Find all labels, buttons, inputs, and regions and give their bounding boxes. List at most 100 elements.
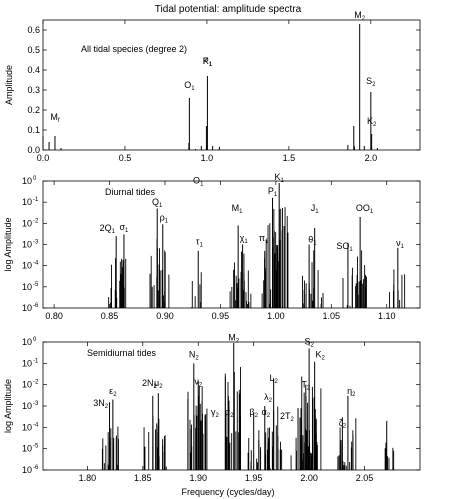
- y-tick-label: 10: [22, 261, 32, 271]
- x-tick-label: 1.80: [79, 473, 97, 483]
- constituent-subscript: 2: [307, 385, 311, 391]
- constituent-label: M1: [232, 203, 244, 215]
- constituent-label: π1: [259, 233, 269, 245]
- constituent-subscript: 1: [274, 192, 278, 198]
- constituent-subscript: 2: [230, 413, 234, 419]
- constituent-label: ν1: [396, 238, 405, 250]
- constituent-symbol: S: [304, 337, 310, 347]
- constituent-label: λ2: [264, 392, 273, 404]
- panels: 0.0 0.1 0.2 0.3 0.4 0.5 0.6 0.0 0.5 1.0 1.5 2.0 Ampl…: [3, 10, 421, 483]
- x-tick-label: 0.5: [119, 153, 132, 163]
- constituent-symbol: K: [316, 350, 322, 360]
- constituent-symbol: K: [203, 56, 209, 66]
- constituent-symbol: 2Q: [100, 223, 112, 233]
- y-tick-exponent: -2: [33, 380, 39, 386]
- constituent-label: ν2: [194, 377, 203, 389]
- constituent-label: O1: [184, 80, 195, 92]
- constituent-symbol: P: [268, 186, 274, 196]
- constituent-subscript: 2: [373, 122, 377, 128]
- y-tick-label: 0.1: [27, 125, 40, 135]
- y-tick-exponent: -3: [33, 401, 39, 407]
- constituent-symbol: O: [184, 80, 191, 90]
- constituent-subscript: 2: [113, 392, 117, 398]
- x-tick-label: 2.0: [365, 153, 378, 163]
- y-tick-exponent: 0: [33, 176, 37, 182]
- constituent-label: K1: [203, 56, 213, 68]
- constituent-symbol: Q: [152, 197, 159, 207]
- constituent-subscript: 2: [352, 392, 356, 398]
- constituent-symbol: M: [50, 112, 58, 122]
- panel-annotation: All tidal species (degree 2): [81, 44, 187, 54]
- x-tick-label: 0.0: [37, 153, 50, 163]
- x-tick-label: 1.0: [201, 153, 214, 163]
- x-axis-label: Frequency (cycles/day): [181, 487, 274, 497]
- constituent-symbol: S: [366, 76, 372, 86]
- constituent-label: ε2: [109, 386, 117, 398]
- y-tick-exponent: 0: [33, 337, 37, 343]
- constituent-symbol: N: [189, 350, 196, 360]
- y-axis-label: log Amplitude: [3, 379, 13, 433]
- constituent-subscript: 2: [195, 356, 199, 362]
- x-tick-label: 2.00: [300, 473, 318, 483]
- constituent-subscript: 2: [343, 423, 347, 429]
- constituent-symbol: K: [274, 172, 280, 182]
- constituent-label: K1: [274, 172, 284, 184]
- constituent-subscript: 1: [244, 239, 248, 245]
- constituent-subscript: 1: [401, 244, 405, 250]
- constituent-symbol: α: [225, 407, 230, 417]
- y-tick-label: 10: [22, 197, 32, 207]
- y-tick-label: 10: [22, 401, 32, 411]
- y-tick-label: 10: [22, 176, 32, 186]
- y-tick-exponent: -5: [33, 282, 39, 288]
- constituent-subscript: 1: [315, 209, 319, 215]
- constituent-label: T2: [301, 379, 311, 391]
- constituent-symbol: σ: [119, 222, 125, 232]
- constituent-label: σ1: [119, 222, 129, 234]
- y-tick-label: 0.5: [27, 45, 40, 55]
- constituent-symbol: 2N: [142, 378, 154, 388]
- constituent-subscript: 2: [310, 343, 314, 349]
- constituent-label: P1: [203, 56, 213, 68]
- constituent-subscript: 1: [349, 247, 353, 253]
- constituent-symbol: ζ: [339, 417, 343, 427]
- constituent-label: 2Q1: [100, 223, 116, 235]
- constituent-symbol: ν: [194, 377, 199, 387]
- constituent-label: α2: [225, 407, 234, 419]
- constituent-subscript: 2: [105, 404, 109, 410]
- constituent-symbol: OO: [356, 203, 370, 213]
- constituent-symbol: μ: [154, 378, 159, 388]
- x-tick-label: 1.90: [189, 473, 207, 483]
- constituent-symbol: T: [301, 379, 307, 389]
- constituent-label: Q1: [152, 197, 163, 209]
- constituent-label: η2: [347, 386, 356, 398]
- y-tick-exponent: -6: [33, 303, 39, 309]
- constituent-symbol: M: [354, 10, 362, 20]
- constituent-subscript: 2: [199, 383, 203, 389]
- x-tick-label: 0.90: [156, 311, 174, 321]
- constituent-label: K2: [367, 116, 377, 128]
- x-tick-label: 1.85: [134, 473, 152, 483]
- constituent-subscript: 1: [313, 241, 317, 247]
- constituent-subscript: 1: [200, 182, 204, 188]
- constituent-label: P1: [268, 186, 278, 198]
- constituent-symbol: 2T: [280, 411, 291, 421]
- constituent-subscript: 2: [215, 413, 219, 419]
- constituent-subscript: 1: [209, 62, 213, 68]
- y-tick-label: 0.2: [27, 105, 40, 115]
- constituent-subscript: 1: [112, 229, 116, 235]
- constituent-symbol: L: [269, 373, 274, 383]
- panel-annotation: Diurnal tides: [105, 187, 156, 197]
- constituent-label: ρ1: [160, 212, 169, 224]
- constituent-subscript: f: [58, 118, 60, 124]
- constituent-label: Mf: [50, 112, 60, 124]
- constituent-subscript: 2: [267, 413, 271, 419]
- constituent-symbol: ν: [396, 238, 401, 248]
- y-tick-label: 10: [22, 380, 32, 390]
- constituent-label: 2T2: [280, 411, 295, 423]
- y-tick-label: 10: [22, 218, 32, 228]
- constituent-symbol: α: [262, 407, 267, 417]
- y-tick-label: 0.3: [27, 85, 40, 95]
- constituent-symbol: M: [232, 203, 240, 213]
- constituent-label: θ1: [308, 235, 317, 247]
- constituent-symbol: η: [347, 386, 352, 396]
